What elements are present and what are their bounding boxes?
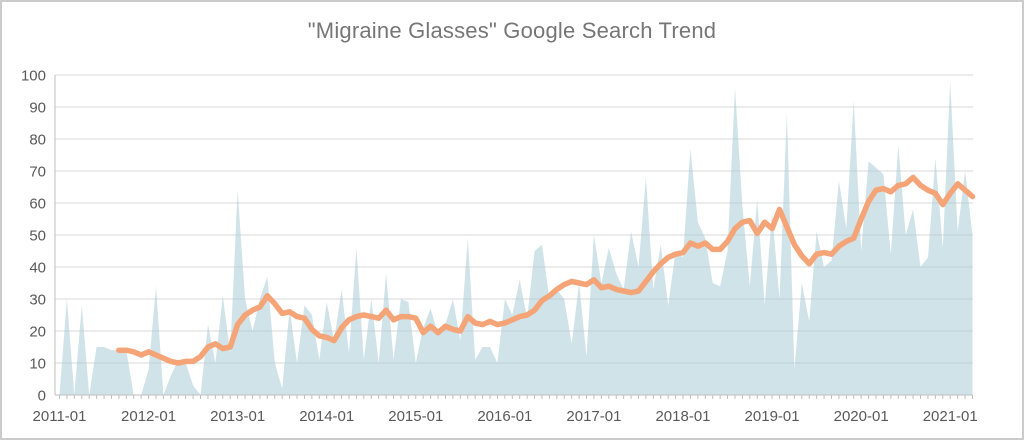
chart-title: "Migraine Glasses" Google Search Trend — [307, 18, 717, 43]
trend-line — [116, 174, 976, 366]
x-axis-tick-label: 2018-01 — [655, 408, 710, 425]
x-axis-tick-label: 2019-01 — [745, 408, 800, 425]
y-axis-tick-label: 0 — [38, 388, 46, 405]
y-axis-tick-label: 50 — [29, 228, 46, 245]
search-interest-area — [59, 81, 973, 396]
y-axis-tick-label: 80 — [29, 132, 46, 149]
y-axis-tick-label: 20 — [29, 324, 46, 341]
y-axis-tick-label: 10 — [29, 356, 46, 373]
x-axis-tick-label: 2014-01 — [299, 408, 354, 425]
x-axis-tick-label: 2021-01 — [923, 408, 978, 425]
x-axis-tick-label: 2015-01 — [388, 408, 443, 425]
x-axis-tick-label: 2020-01 — [834, 408, 889, 425]
y-axis-tick-label: 30 — [29, 292, 46, 309]
y-axis-tick-label: 40 — [29, 260, 46, 277]
x-axis-tick-label: 2016-01 — [477, 408, 532, 425]
y-axis-tick-label: 90 — [29, 100, 46, 117]
x-axis-tick-label: 2012-01 — [121, 408, 176, 425]
y-axis-tick-label: 100 — [21, 68, 46, 85]
y-axis-tick-label: 60 — [29, 196, 46, 213]
y-axis-tick-label: 70 — [29, 164, 46, 181]
x-axis-tick-label: 2011-01 — [33, 408, 87, 425]
x-axis-tick-label: 2013-01 — [210, 408, 265, 425]
x-axis-tick-label: 2017-01 — [566, 408, 621, 425]
